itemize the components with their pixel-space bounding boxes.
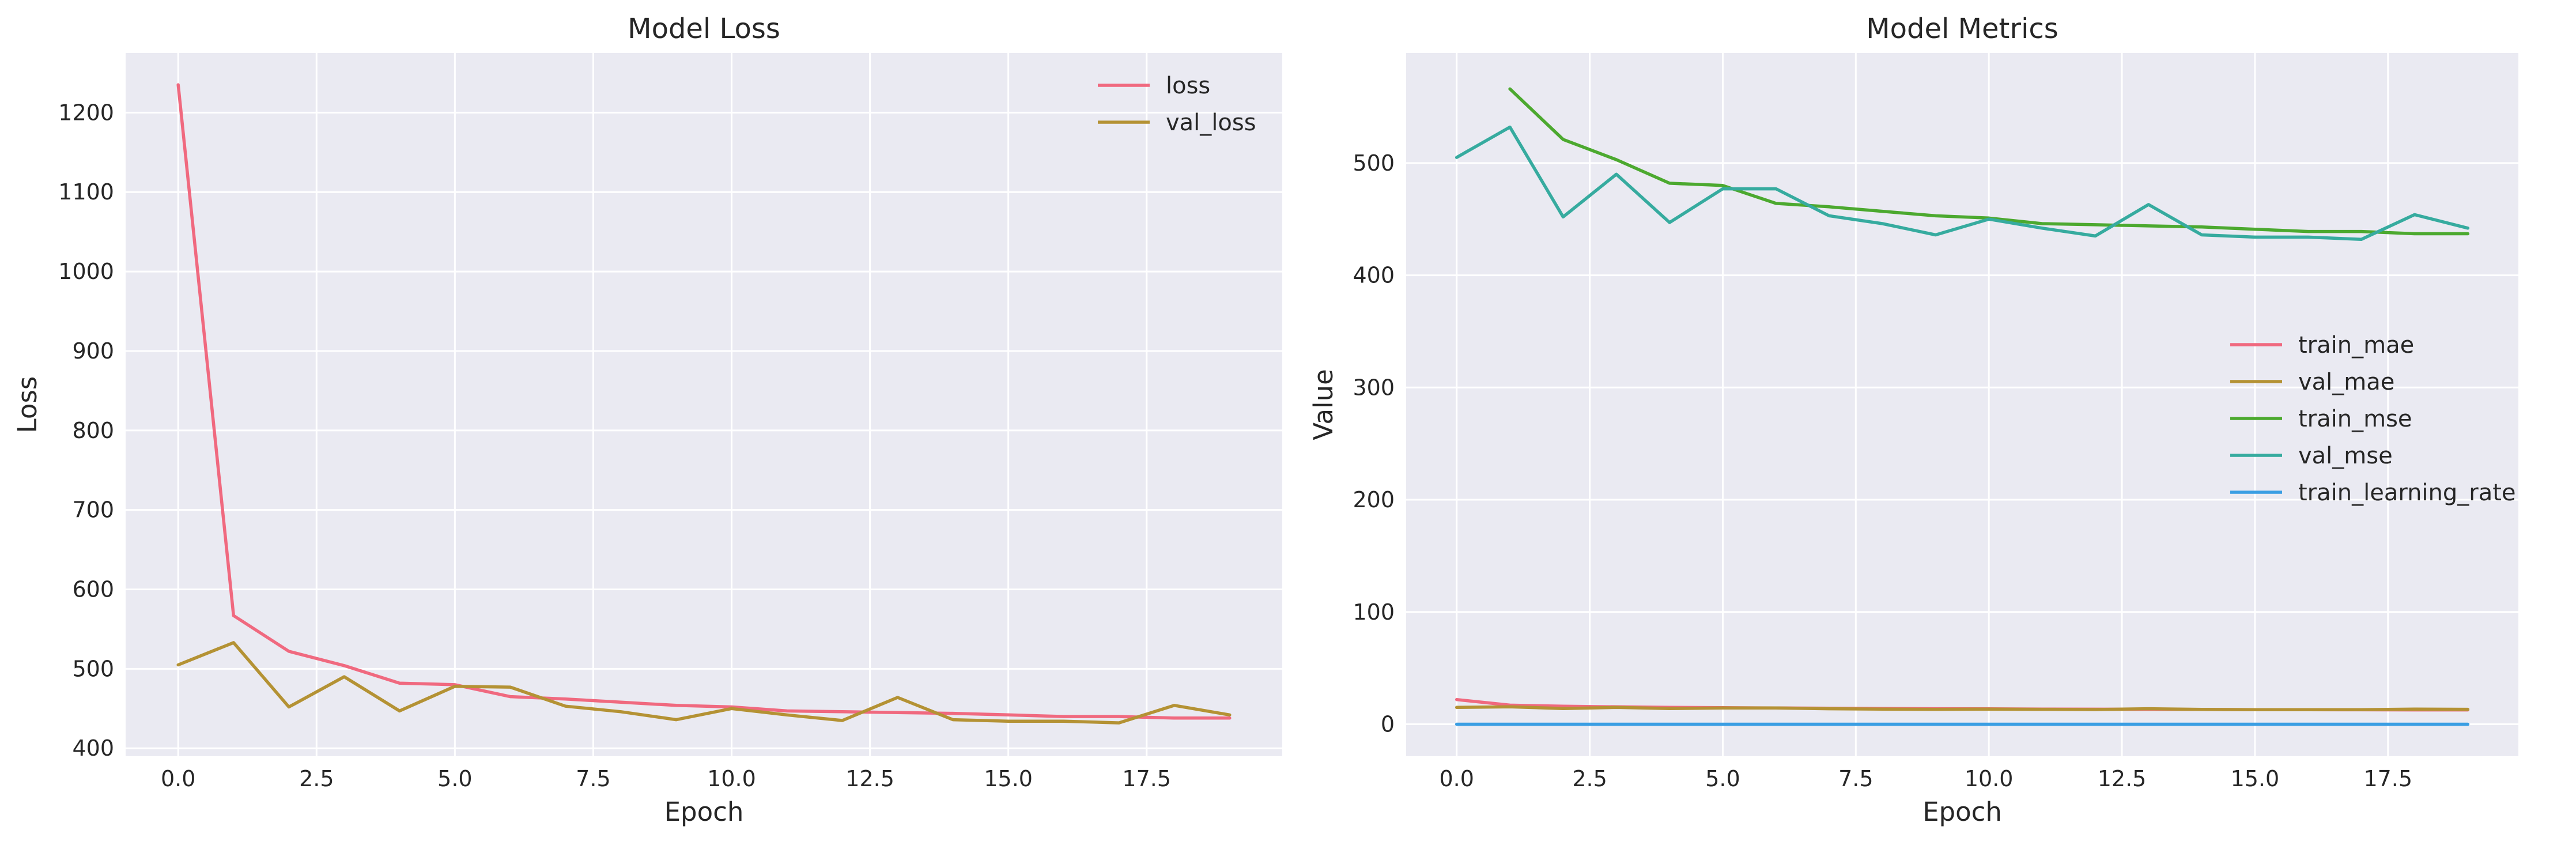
loss-x-tick-label: 10.0 bbox=[707, 766, 756, 791]
loss-x-tick-label: 7.5 bbox=[576, 766, 610, 791]
metrics-legend-label: val_mse bbox=[2298, 443, 2393, 469]
metrics-x-tick-label: 0.0 bbox=[1440, 766, 1474, 791]
loss-plot-area bbox=[126, 53, 1282, 756]
loss-y-tick-label: 500 bbox=[72, 656, 114, 681]
metrics-y-tick-label: 0 bbox=[1381, 712, 1395, 737]
loss-x-tick-label: 0.0 bbox=[161, 766, 195, 791]
loss-chart-title: Model Loss bbox=[628, 13, 780, 45]
metrics-y-tick-label: 300 bbox=[1353, 375, 1395, 400]
metrics-chart-title: Model Metrics bbox=[1866, 13, 2058, 45]
metrics-x-tick-label: 5.0 bbox=[1705, 766, 1740, 791]
metrics-y-tick-label: 500 bbox=[1353, 150, 1395, 176]
metrics-x-tick-label: 12.5 bbox=[2098, 766, 2147, 791]
metrics-legend: train_mae val_mae train_mse val_mse train_le… bbox=[2230, 332, 2516, 506]
loss-y-tick-label: 600 bbox=[72, 577, 114, 602]
metrics-y-tick-label: 400 bbox=[1353, 263, 1395, 288]
loss-series-val-loss bbox=[176, 641, 1232, 725]
metrics-x-tick-label: 2.5 bbox=[1572, 766, 1607, 791]
metrics-legend-label: val_mae bbox=[2298, 369, 2394, 395]
metrics-x-tick-label: 7.5 bbox=[1838, 766, 1873, 791]
metrics-series-val-mae bbox=[1455, 705, 2470, 711]
loss-x-tick-label: 5.0 bbox=[437, 766, 472, 791]
loss-y-tick-label: 700 bbox=[72, 497, 114, 523]
loss-y-tick-label: 900 bbox=[72, 338, 114, 364]
metrics-legend-label: train_mse bbox=[2298, 406, 2412, 432]
loss-y-axis-label: Loss bbox=[12, 376, 43, 433]
metrics-x-tick-label: 15.0 bbox=[2231, 766, 2280, 791]
metrics-y-tick-label: 200 bbox=[1353, 487, 1395, 512]
metrics-plot-area bbox=[1406, 53, 2518, 756]
loss-legend-label: loss bbox=[1166, 73, 1210, 99]
loss-y-tick-label: 1200 bbox=[58, 100, 114, 125]
loss-y-tick-label: 1000 bbox=[58, 259, 114, 284]
loss-y-tick-label: 1100 bbox=[58, 179, 114, 205]
loss-x-tick-label: 2.5 bbox=[299, 766, 334, 791]
metrics-legend-label: train_learning_rate bbox=[2298, 480, 2516, 506]
metrics-series-val-mse bbox=[1455, 125, 2470, 242]
loss-series-loss bbox=[176, 83, 1232, 720]
metrics-y-tick-label: 100 bbox=[1353, 599, 1395, 625]
loss-x-tick-label: 17.5 bbox=[1122, 766, 1171, 791]
loss-y-tick-label: 400 bbox=[72, 735, 114, 761]
loss-chart-panel: Model Loss 0.0 2.5 5.0 7.5 10.0 12.5 15.0 17.5 4… bbox=[12, 13, 1282, 827]
metrics-legend-label: train_mae bbox=[2298, 332, 2414, 359]
loss-y-tick-label: 800 bbox=[72, 418, 114, 443]
metrics-x-tick-label: 17.5 bbox=[2363, 766, 2412, 791]
metrics-x-tick-label: 10.0 bbox=[1965, 766, 2014, 791]
loss-x-tick-label: 15.0 bbox=[984, 766, 1033, 791]
metrics-x-axis-label: Epoch bbox=[1922, 797, 2002, 827]
metrics-y-axis-label: Value bbox=[1308, 369, 1339, 440]
loss-legend-label: val_loss bbox=[1166, 110, 1256, 136]
loss-x-tick-label: 12.5 bbox=[845, 766, 894, 791]
loss-legend: loss val_loss bbox=[1098, 73, 1256, 136]
metrics-chart-panel: Model Metrics 0.0 2.5 5.0 7.5 10.0 12.5 15.0 17… bbox=[1308, 13, 2518, 827]
loss-x-axis-label: Epoch bbox=[664, 797, 744, 827]
